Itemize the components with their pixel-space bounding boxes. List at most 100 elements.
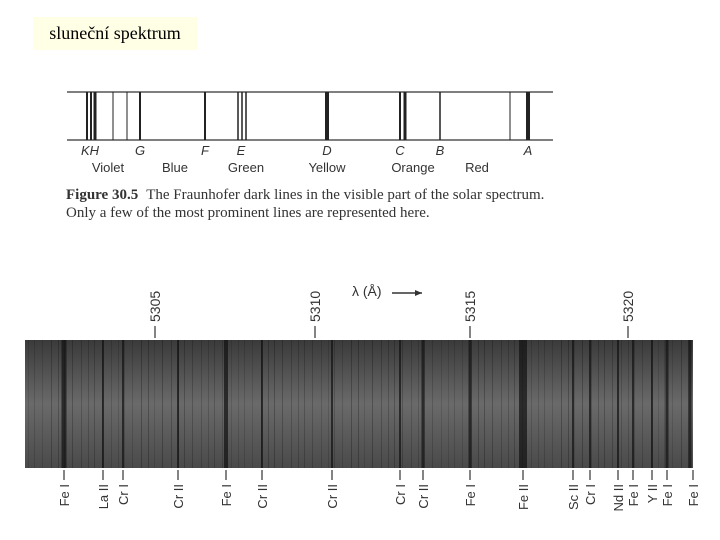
faint-line [94,340,95,468]
faint-line [484,340,485,468]
faint-line [364,340,365,468]
faint-line [208,340,209,468]
line-label: KH [81,143,100,158]
faint-line [454,340,455,468]
faint-line [222,340,223,468]
color-name: Red [465,160,489,175]
faint-line [628,340,629,468]
faint-line [231,340,232,468]
faint-line [538,340,539,468]
dark-line [122,340,124,468]
line-label: G [135,143,145,158]
fraunhofer-diagram [67,91,553,141]
element-label: Fe I [626,484,641,506]
faint-line [462,340,463,468]
dark-line [509,92,511,140]
faint-line [304,340,305,468]
dark-line [632,340,634,468]
faint-line [42,340,43,468]
color-name: Blue [162,160,188,175]
faint-line [508,340,509,468]
element-label: Cr II [255,484,270,509]
faint-line [238,340,239,468]
dark-line [325,92,329,140]
dark-line [688,340,692,468]
wavelength-label: 5310 [307,291,323,322]
element-label: Fe I [219,484,234,506]
faint-line [612,340,613,468]
faint-line [312,340,313,468]
element-label: Cr I [393,484,408,505]
faint-line [658,340,659,468]
faint-line [501,340,502,468]
faint-line [141,340,142,468]
dark-line [86,92,88,140]
faint-line [358,340,359,468]
faint-line [291,340,292,468]
dark-line [102,340,104,468]
color-name: Violet [92,160,125,175]
dark-line [93,92,97,140]
dark-line [241,92,243,140]
faint-line [372,340,373,468]
line-label: C [395,143,405,158]
color-name: Green [228,160,264,175]
faint-line [621,340,622,468]
faint-line [642,340,643,468]
faint-line [418,340,419,468]
dark-line [261,340,263,468]
line-label: B [436,143,445,158]
faint-line [441,340,442,468]
faint-line [328,340,329,468]
faint-line [394,340,395,468]
faint-line [268,340,269,468]
faint-line [492,340,493,468]
faint-line [664,340,665,468]
faint-line [342,340,343,468]
dark-line [204,92,206,140]
caption-text: The Fraunhofer dark lines in the visible… [66,187,545,221]
faint-line [514,340,515,468]
dark-line [399,92,401,140]
faint-line [214,340,215,468]
faint-line [681,340,682,468]
color-name: Orange [391,160,434,175]
line-label: A [523,143,533,158]
dark-line [90,92,92,140]
faint-line [72,340,73,468]
element-label: Fe I [660,484,675,506]
faint-line [478,340,479,468]
faint-line [274,340,275,468]
faint-line [411,340,412,468]
dark-line [421,340,425,468]
dark-line [468,340,472,468]
faint-line [552,340,553,468]
wavelength-label: 5320 [620,291,636,322]
line-label: E [237,143,246,158]
faint-line [604,340,605,468]
faint-line [448,340,449,468]
dark-line [589,340,591,468]
faint-line [282,340,283,468]
faint-line [162,340,163,468]
faint-line [634,340,635,468]
element-label: Cr II [325,484,340,509]
dark-line [439,92,441,140]
line-label: D [322,143,331,158]
line-labels: KH G F E D C B A Violet Blue Green Yellow Orange Red [81,143,532,175]
caption-label: Figure 30.5 [66,187,139,203]
wavelength-label: 5315 [462,291,478,322]
element-label: Fe I [463,484,478,506]
faint-line [111,340,112,468]
faint-line [192,340,193,468]
faint-line [568,340,569,468]
faint-line [598,340,599,468]
dark-line [651,340,653,468]
wavelength-label: 5305 [147,291,163,322]
faint-line [201,340,202,468]
faint-line [574,340,575,468]
faint-line [124,340,125,468]
element-label: Fe II [516,484,531,510]
faint-line [244,340,245,468]
